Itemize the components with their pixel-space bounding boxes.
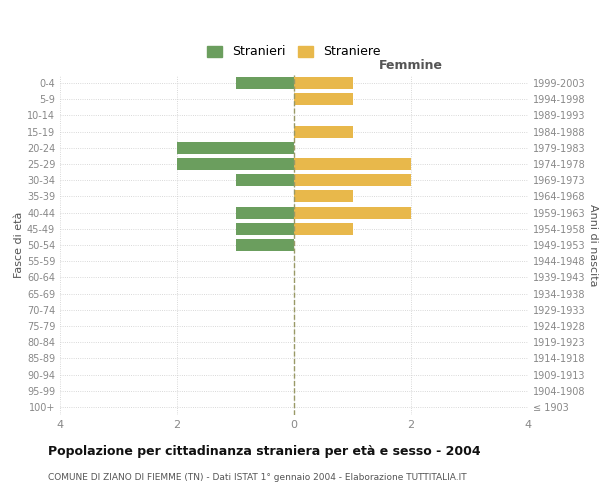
- Bar: [235, 239, 294, 251]
- Bar: [294, 77, 353, 89]
- Bar: [294, 158, 411, 170]
- Bar: [294, 93, 353, 106]
- Text: COMUNE DI ZIANO DI FIEMME (TN) - Dati ISTAT 1° gennaio 2004 - Elaborazione TUTTI: COMUNE DI ZIANO DI FIEMME (TN) - Dati IS…: [48, 472, 467, 482]
- Bar: [294, 174, 411, 186]
- Bar: [294, 222, 353, 235]
- Bar: [235, 174, 294, 186]
- Bar: [294, 190, 353, 202]
- Bar: [294, 126, 353, 138]
- Bar: [177, 142, 294, 154]
- Bar: [235, 206, 294, 218]
- Y-axis label: Fasce di età: Fasce di età: [14, 212, 24, 278]
- Text: Femmine: Femmine: [379, 58, 443, 71]
- Y-axis label: Anni di nascita: Anni di nascita: [589, 204, 598, 286]
- Bar: [235, 77, 294, 89]
- Legend: Stranieri, Straniere: Stranieri, Straniere: [202, 40, 386, 64]
- Bar: [235, 222, 294, 235]
- Text: Popolazione per cittadinanza straniera per età e sesso - 2004: Popolazione per cittadinanza straniera p…: [48, 445, 481, 458]
- Bar: [177, 158, 294, 170]
- Bar: [294, 206, 411, 218]
